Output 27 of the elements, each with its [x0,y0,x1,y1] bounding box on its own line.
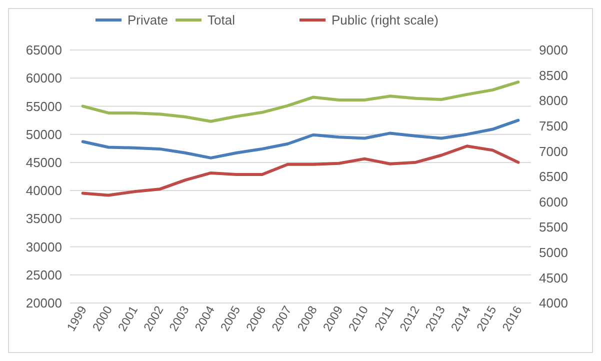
legend-label: Private [128,12,168,28]
y2-tick-label: 4500 [539,270,568,286]
y-tick-label: 20000 [26,296,62,311]
y-tick-label: 55000 [26,98,62,114]
legend-label: Total [208,12,236,28]
legend-label: Public (right scale) [332,12,438,28]
y2-tick-label: 6000 [539,194,568,210]
y2-tick-label: 4000 [539,296,568,311]
y2-tick-label: 8000 [539,93,568,108]
y-tick-label: 65000 [26,42,62,58]
y2-tick-label: 6500 [539,169,568,184]
y2-tick-label: 5000 [539,244,568,260]
line-series [81,144,520,197]
y-tick-label: 30000 [26,239,62,254]
y2-tick-label: 7000 [539,144,568,159]
y-tick-label: 60000 [26,70,62,86]
y2-tick-label: 7500 [539,118,568,134]
y2-tick-label: 8500 [539,68,568,83]
y-tick-label: 25000 [26,267,62,282]
line-series [81,80,520,123]
y-tick-label: 40000 [26,183,62,198]
y-tick-label: 50000 [26,126,62,142]
line-series [81,118,520,160]
y-tick-label: 35000 [26,211,62,226]
y2-tick-label: 5500 [539,220,568,235]
y2-tick-label: 9000 [539,42,568,58]
y-tick-label: 45000 [26,154,62,170]
